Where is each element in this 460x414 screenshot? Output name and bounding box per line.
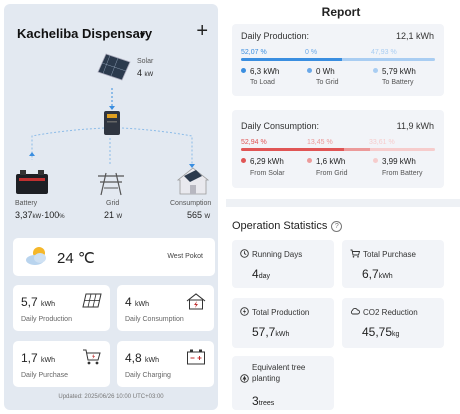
from-battery-label: From Battery [382, 170, 423, 177]
running-days-card: Running Days 4day [232, 240, 334, 288]
from-battery-value: 3,99 kWh [373, 157, 416, 166]
house-icon [176, 167, 210, 195]
to-grid-percent: 0 % [305, 49, 318, 56]
daily-production-label: Daily Production [21, 316, 72, 323]
consumption-power-value: 565 W [187, 210, 211, 220]
daily-consumption-tile[interactable]: 4 kWh Daily Consumption [117, 285, 214, 331]
co2-reduction-card: CO2 Reduction 45,75kg [342, 298, 444, 348]
grid-power-value: 21 W [104, 210, 123, 220]
daily-production-card[interactable]: Daily Production: 12,1 kWh 52,07 % 0 % 4… [232, 24, 444, 96]
total-purchase-label: Total Purchase [350, 249, 416, 259]
daily-consumption-heading: Daily Consumption: [241, 121, 320, 131]
plant-name-dropdown[interactable]: Kacheliba Dispensary [17, 26, 153, 41]
solar-panel-icon [82, 293, 102, 308]
bolt-icon [240, 307, 249, 316]
daily-purchase-tile[interactable]: 1,7 kWh Daily Purchase [13, 341, 110, 387]
partly-cloudy-icon [26, 247, 46, 265]
weather-card: 24 ℃ West Pokot [13, 238, 215, 276]
battery-label: Battery [15, 200, 38, 207]
to-load-percent: 52,07 % [241, 49, 267, 56]
cart-icon [83, 349, 101, 365]
solar-power-value: 4 kW [137, 68, 154, 78]
energy-flow-lines [29, 88, 195, 168]
tree-planting-value: 3trees [252, 394, 275, 408]
solar-label: Solar [137, 58, 154, 65]
total-production-value: 57,7kWh [252, 325, 290, 339]
running-days-value: 4day [252, 267, 270, 281]
total-purchase-card: Total Purchase 6,7kWh [342, 240, 444, 288]
to-grid-value: 0 Wh [307, 67, 335, 76]
daily-purchase-value: 1,7 kWh [21, 351, 56, 365]
daily-production-tile[interactable]: 5,7 kWh Daily Production [13, 285, 110, 331]
to-battery-label: To Battery [382, 79, 414, 86]
from-solar-label: From Solar [250, 170, 285, 177]
cart-icon [350, 249, 360, 258]
from-battery-percent: 33,61 % [369, 139, 395, 146]
daily-charging-value: 4,8 kWh [125, 351, 160, 365]
cloud-icon [350, 308, 360, 315]
section-divider [226, 199, 460, 207]
solar-panel-icon [97, 53, 131, 81]
from-grid-segment [343, 148, 370, 151]
daily-consumption-total: 11,9 kWh [396, 121, 434, 131]
home-power-icon [186, 293, 206, 310]
daily-consumption-value: 4 kWh [125, 295, 150, 309]
daily-production-value: 5,7 kWh [21, 295, 56, 309]
battery-icon [16, 170, 48, 194]
temperature-value: 24 ℃ [57, 250, 95, 267]
battery-charging-icon [187, 349, 205, 365]
from-grid-label: From Grid [316, 170, 348, 177]
to-battery-segment [342, 58, 435, 61]
plant-overview-panel: Kacheliba Dispensary ▼ + Solar 4 kW [4, 4, 218, 410]
from-grid-percent: 13,45 % [307, 139, 333, 146]
from-grid-value: 1,6 kWh [307, 157, 345, 166]
to-load-segment [241, 58, 343, 61]
last-updated-text: Updated: 2025/06/26 10:00 UTC+03:00 [58, 394, 164, 400]
from-solar-value: 6,29 kWh [241, 157, 284, 166]
help-icon[interactable]: ? [331, 221, 343, 232]
daily-charging-tile[interactable]: 4,8 kWh Daily Charging [117, 341, 214, 387]
total-production-label: Total Production [240, 307, 309, 317]
to-grid-label: To Grid [316, 79, 339, 86]
production-split-bar [241, 58, 435, 61]
to-load-label: To Load [250, 79, 275, 86]
plant-header: Kacheliba Dispensary ▼ + [17, 21, 210, 46]
running-days-label: Running Days [240, 249, 302, 259]
consumption-label: Consumption [170, 200, 212, 207]
to-battery-percent: 47,93 % [371, 49, 397, 56]
operation-statistics-heading: Operation Statistics? [232, 220, 343, 232]
tree-planting-card: Equivalent tree planting 3trees [232, 356, 334, 410]
to-load-value: 6,3 kWh [241, 67, 279, 76]
tree-planting-label: Equivalent tree planting [240, 362, 320, 384]
daily-charging-label: Daily Charging [125, 372, 171, 379]
battery-power-value: 3,37kW·100% [15, 210, 65, 220]
consumption-split-bar [241, 148, 435, 151]
from-battery-segment [369, 148, 435, 151]
tree-icon [240, 374, 249, 383]
location-label: West Pokot [167, 253, 203, 260]
grid-label: Grid [106, 200, 120, 207]
total-purchase-value: 6,7kWh [362, 267, 393, 281]
add-plant-button[interactable]: + [196, 20, 208, 42]
from-solar-segment [241, 148, 344, 151]
daily-production-heading: Daily Production: [241, 31, 310, 41]
inverter-icon [104, 111, 120, 135]
grid-tower-icon [98, 172, 124, 196]
to-battery-value: 5,79 kWh [373, 67, 416, 76]
total-production-card: Total Production 57,7kWh [232, 298, 334, 348]
energy-flow-diagram: Solar 4 kW Battery 3,37kW·100% Grid 21 W [4, 48, 218, 228]
report-title: Report [321, 5, 361, 19]
co2-reduction-value: 45,75kg [362, 325, 400, 339]
co2-reduction-label: CO2 Reduction [350, 307, 418, 317]
chevron-down-icon[interactable]: ▼ [138, 30, 147, 40]
clock-icon [240, 249, 249, 258]
daily-purchase-label: Daily Purchase [21, 372, 69, 379]
daily-consumption-card[interactable]: Daily Consumption: 11,9 kWh 52,94 % 13,4… [232, 110, 444, 188]
from-solar-percent: 52,94 % [241, 139, 267, 146]
daily-production-total: 12,1 kWh [395, 31, 434, 41]
daily-consumption-label: Daily Consumption [125, 316, 184, 323]
